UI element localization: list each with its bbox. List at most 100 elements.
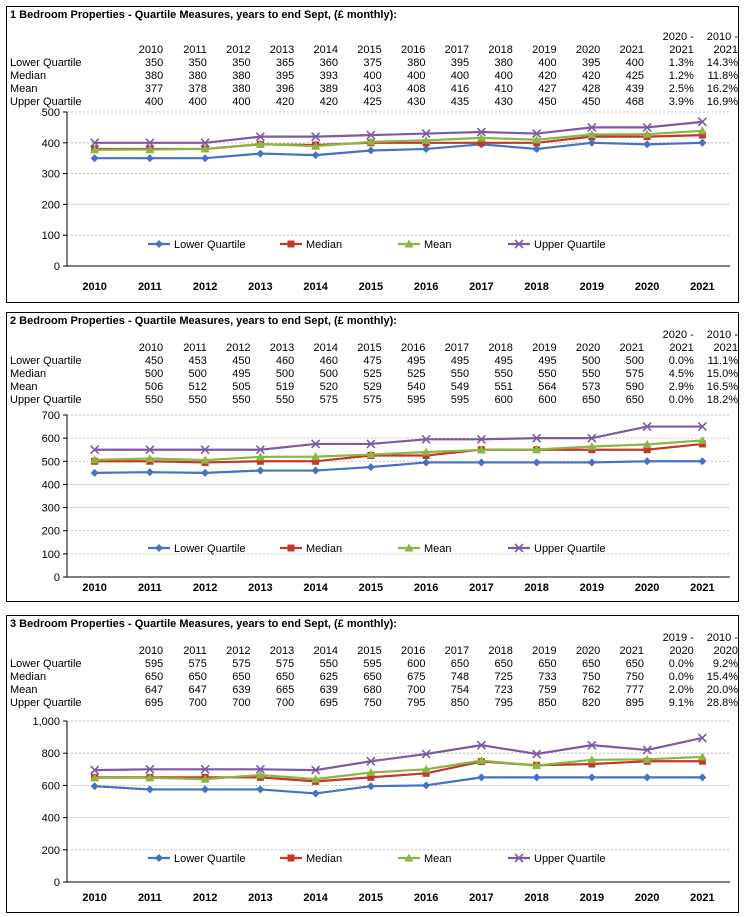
table-cell: 650 xyxy=(363,671,382,683)
y-tick-label: 1,000 xyxy=(32,716,60,728)
table-cell: 575 xyxy=(232,658,251,670)
line-chart: 0 100 200 300 400 500 600 700 2010 2011 2012 2013 20… xyxy=(42,410,730,594)
table-cell: 380 xyxy=(232,70,251,82)
quartile-table: 2010 2011 2012 2013 2014 2015 2016 2017 2018 2019… xyxy=(10,31,738,109)
legend-item: Upper Quartile xyxy=(508,543,606,555)
table-cell: 410 xyxy=(494,83,513,95)
table-cell: 575 xyxy=(319,394,338,406)
year-header: 2021 xyxy=(619,342,645,354)
table-cell: 495 xyxy=(538,355,557,367)
table-cell: 650 xyxy=(581,658,601,670)
row-label: Lower Quartile xyxy=(10,658,82,670)
legend-item: Median xyxy=(280,853,342,865)
table-cell: 850 xyxy=(450,697,470,709)
data-point xyxy=(476,434,486,444)
year-header: 2017 xyxy=(444,645,470,657)
legend-item: Upper Quartile xyxy=(508,853,606,865)
change-cell: 9.2% xyxy=(712,658,738,670)
table-cell: 400 xyxy=(450,70,470,82)
y-tick-label: 200 xyxy=(42,845,60,857)
table-cell: 475 xyxy=(363,355,382,367)
data-point xyxy=(697,422,707,432)
grid: 0 200 400 600 800 1,000 xyxy=(32,716,730,889)
year-header: 2010 xyxy=(138,44,164,56)
series-line xyxy=(94,120,703,144)
change-cell: 1.3% xyxy=(668,57,694,69)
legend-label: Upper Quartile xyxy=(534,853,606,865)
table-cell: 650 xyxy=(538,658,557,670)
table-cell: 650 xyxy=(450,658,470,670)
data-point xyxy=(145,145,155,154)
table-cell: 575 xyxy=(625,368,645,380)
table-cell: 550 xyxy=(319,658,338,670)
data-point xyxy=(422,781,431,790)
x-tick-label: 2010 xyxy=(82,582,106,594)
change-header: 2020 -2021 xyxy=(644,329,694,355)
table-cell: 400 xyxy=(625,57,645,69)
change-header-line: 2010 - xyxy=(706,632,738,644)
year-header: 2018 xyxy=(488,645,513,657)
change-header-line: 2021 xyxy=(669,44,694,56)
table-cell: 453 xyxy=(188,355,207,367)
y-tick-label: 300 xyxy=(42,503,60,515)
data-point xyxy=(200,445,210,455)
year-header: 2015 xyxy=(357,44,382,56)
table-cell: 700 xyxy=(188,697,207,709)
table-cell: 425 xyxy=(625,70,645,82)
legend-label: Median xyxy=(306,239,342,251)
year-header: 2015 xyxy=(357,342,382,354)
data-point xyxy=(201,785,210,794)
data-point xyxy=(90,782,99,791)
legend-marker xyxy=(514,853,524,863)
data-point xyxy=(532,458,541,467)
x-tick-label: 2012 xyxy=(193,281,217,293)
grid: 0 100 200 300 400 500 600 700 xyxy=(42,410,730,584)
y-tick-label: 400 xyxy=(42,138,60,150)
table-cell: 575 xyxy=(275,658,295,670)
table-cell: 416 xyxy=(450,83,470,95)
row-label: Median xyxy=(10,70,47,82)
data-point xyxy=(311,452,321,461)
change-cell: 0.0% xyxy=(668,658,694,670)
change-cell: 11.1% xyxy=(707,355,738,367)
table-cell: 540 xyxy=(407,381,426,393)
row-label: Lower Quartile xyxy=(10,57,82,69)
year-header: 2019 xyxy=(532,342,557,354)
legend-label: Mean xyxy=(424,239,452,251)
table-row: Upper Quartile 550 550 550 550 575 575 595 595 60… xyxy=(10,394,738,407)
series-line xyxy=(94,129,703,151)
change-header-line: 2020 - xyxy=(662,329,694,341)
data-point xyxy=(311,765,321,775)
data-point xyxy=(532,135,542,144)
table-cell: 595 xyxy=(407,394,426,406)
table-cell: 564 xyxy=(538,381,557,393)
data-point xyxy=(587,433,597,443)
year-header: 2020 xyxy=(575,44,601,56)
change-header: 2020 -2021 xyxy=(644,31,694,57)
legend-label: Mean xyxy=(424,543,452,555)
legend-item: Mean xyxy=(398,543,452,555)
data-point xyxy=(588,760,596,768)
table-cell: 380 xyxy=(188,70,207,82)
data-point xyxy=(421,749,431,759)
change-cell: 28.8% xyxy=(706,697,738,709)
table-cell: 420 xyxy=(319,96,338,108)
year-header: 2012 xyxy=(226,44,251,56)
data-point xyxy=(476,740,486,750)
year-header: 2011 xyxy=(183,44,207,56)
change-cell: 9.1% xyxy=(668,697,694,709)
year-header: 2013 xyxy=(269,645,295,657)
table-cell: 650 xyxy=(494,658,513,670)
table-cell: 389 xyxy=(319,83,338,95)
table-cell: 895 xyxy=(625,697,645,709)
data-point xyxy=(587,129,597,138)
table-cell: 420 xyxy=(275,96,295,108)
data-point xyxy=(311,466,320,475)
legend-marker xyxy=(514,543,524,553)
year-header: 2017 xyxy=(444,342,470,354)
legend-item: Lower Quartile xyxy=(148,853,246,865)
data-point xyxy=(476,756,486,765)
data-point xyxy=(421,447,431,456)
table-row: Median 500 500 495 500 500 525 525 550 550 550 550 5… xyxy=(10,368,738,381)
data-point xyxy=(311,141,321,150)
